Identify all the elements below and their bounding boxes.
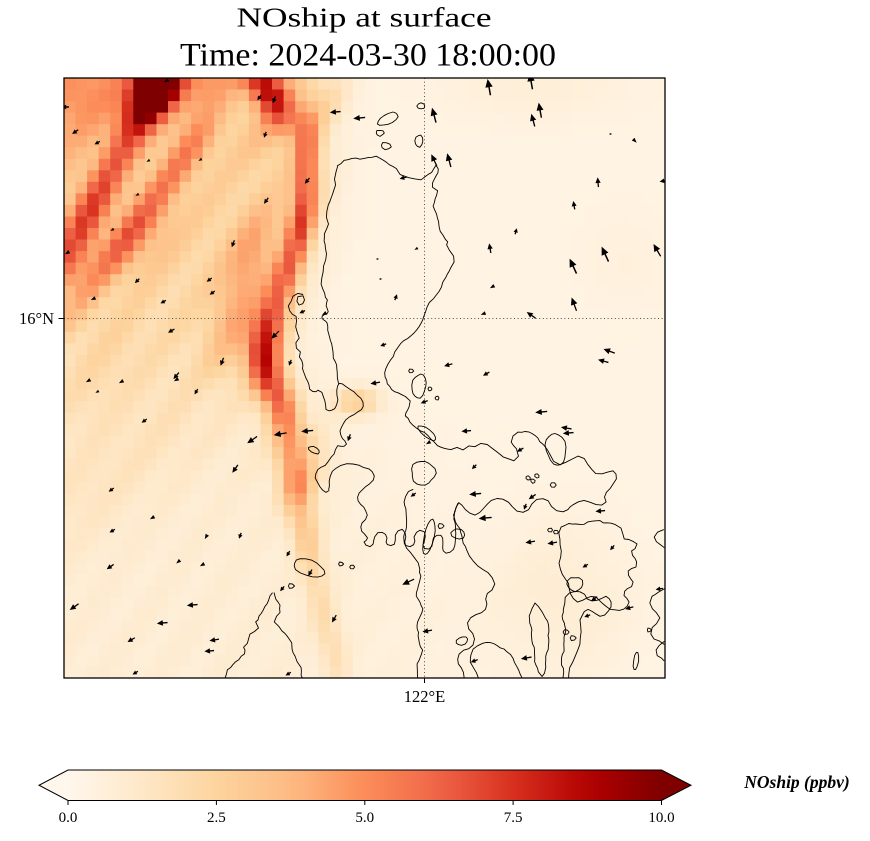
svg-text:5.0: 5.0 [355, 810, 374, 826]
svg-text:7.5: 7.5 [504, 810, 523, 826]
svg-text:122°E: 122°E [404, 687, 445, 706]
svg-text:0.0: 0.0 [59, 810, 78, 826]
svg-text:NOship at surface: NOship at surface [237, 3, 492, 33]
svg-text:2.5: 2.5 [207, 810, 226, 826]
svg-text:Time: 2024-03-30 18:00:00: Time: 2024-03-30 18:00:00 [180, 38, 556, 74]
svg-text:10.0: 10.0 [648, 810, 674, 826]
svg-text:16°N: 16°N [19, 309, 54, 328]
svg-text:NOship (ppbv): NOship (ppbv) [743, 772, 849, 792]
